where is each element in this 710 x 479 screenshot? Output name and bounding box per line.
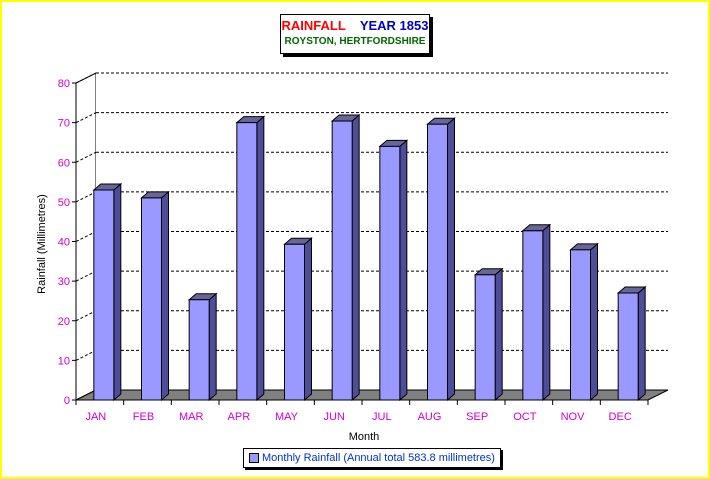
x-tick-label: SEP	[466, 411, 488, 423]
bar-apr	[236, 122, 258, 401]
legend-label: Monthly Rainfall (Annual total 583.8 mil…	[262, 452, 495, 464]
x-tick-label: MAY	[275, 411, 299, 423]
bar-side	[161, 190, 169, 402]
legend: Monthly Rainfall (Annual total 583.8 mil…	[243, 448, 501, 468]
gridline-side	[75, 270, 97, 282]
x-tick-label: NOV	[561, 411, 586, 423]
x-tick-label: JUL	[372, 411, 392, 423]
bar-side	[399, 139, 408, 402]
y-tick-label: 20	[58, 316, 70, 328]
x-tick-label: OCT	[513, 411, 537, 423]
x-axis-label: Month	[349, 431, 380, 443]
bar-side	[447, 117, 455, 402]
x-tick-label: JUN	[323, 411, 344, 423]
bar-feb	[141, 197, 162, 401]
y-tick-label: 70	[58, 118, 70, 130]
bar-may	[284, 243, 305, 401]
chart-title-box: RAINFALL YEAR 1853 ROYSTON, HERTFORDSHIRE	[280, 14, 430, 54]
bars	[92, 113, 647, 402]
title-year: YEAR 1853	[359, 18, 429, 33]
bar-side	[304, 237, 312, 402]
bar-nov	[570, 249, 591, 401]
chart-title: RAINFALL YEAR 1853	[281, 18, 429, 33]
bar-side	[256, 115, 265, 402]
x-tick-label: FEB	[133, 411, 154, 423]
gridline-side	[75, 151, 97, 163]
bar-mar	[188, 299, 210, 401]
title-main: RAINFALL	[281, 18, 346, 33]
bar-side	[494, 267, 503, 402]
bar-jun	[331, 120, 353, 401]
y-tick-labels: 0 10 20 30 40 50 60 70 80	[58, 78, 77, 407]
y-tick-label: 30	[58, 276, 70, 288]
bar-side	[590, 242, 598, 402]
bar-aug	[427, 123, 448, 401]
bar-side	[113, 182, 122, 402]
legend-swatch	[249, 453, 259, 463]
x-tick-label: AUG	[418, 411, 442, 423]
y-tick-label: 10	[58, 355, 70, 367]
bar-jul	[379, 145, 401, 401]
chart-subtitle: ROYSTON, HERTFORDSHIRE	[284, 36, 426, 47]
bar-side	[351, 113, 360, 402]
bar-dec	[617, 292, 639, 401]
y-tick-label: 80	[58, 78, 70, 90]
bar-side	[208, 292, 217, 402]
gridline-side	[75, 231, 97, 242]
y-tick-label: 40	[58, 237, 70, 249]
gridline-side	[75, 349, 97, 361]
bar-side	[542, 223, 551, 402]
bar-jan	[93, 189, 115, 401]
x-tick-label: JAN	[85, 411, 106, 423]
bar-oct	[522, 230, 544, 401]
bar-sep	[474, 274, 496, 401]
gridline-side	[75, 191, 97, 203]
x-tick-label: MAR	[179, 411, 204, 423]
y-tick-label: 60	[58, 157, 70, 169]
y-axis-label: Rainfall (Millimetres)	[36, 194, 48, 294]
x-tick-label: DEC	[609, 411, 632, 423]
bar-side	[637, 285, 646, 402]
y-tick-label: 0	[64, 395, 70, 407]
gridline-side	[75, 112, 97, 124]
x-tick-labels: JAN FEB MAR APR MAY JUN JUL AUG SEP OCT NOV DEC	[75, 400, 649, 423]
gridline-side	[75, 310, 97, 322]
gridline-side	[75, 72, 97, 84]
y-tick-label: 50	[58, 197, 70, 209]
x-tick-label: APR	[228, 411, 251, 423]
